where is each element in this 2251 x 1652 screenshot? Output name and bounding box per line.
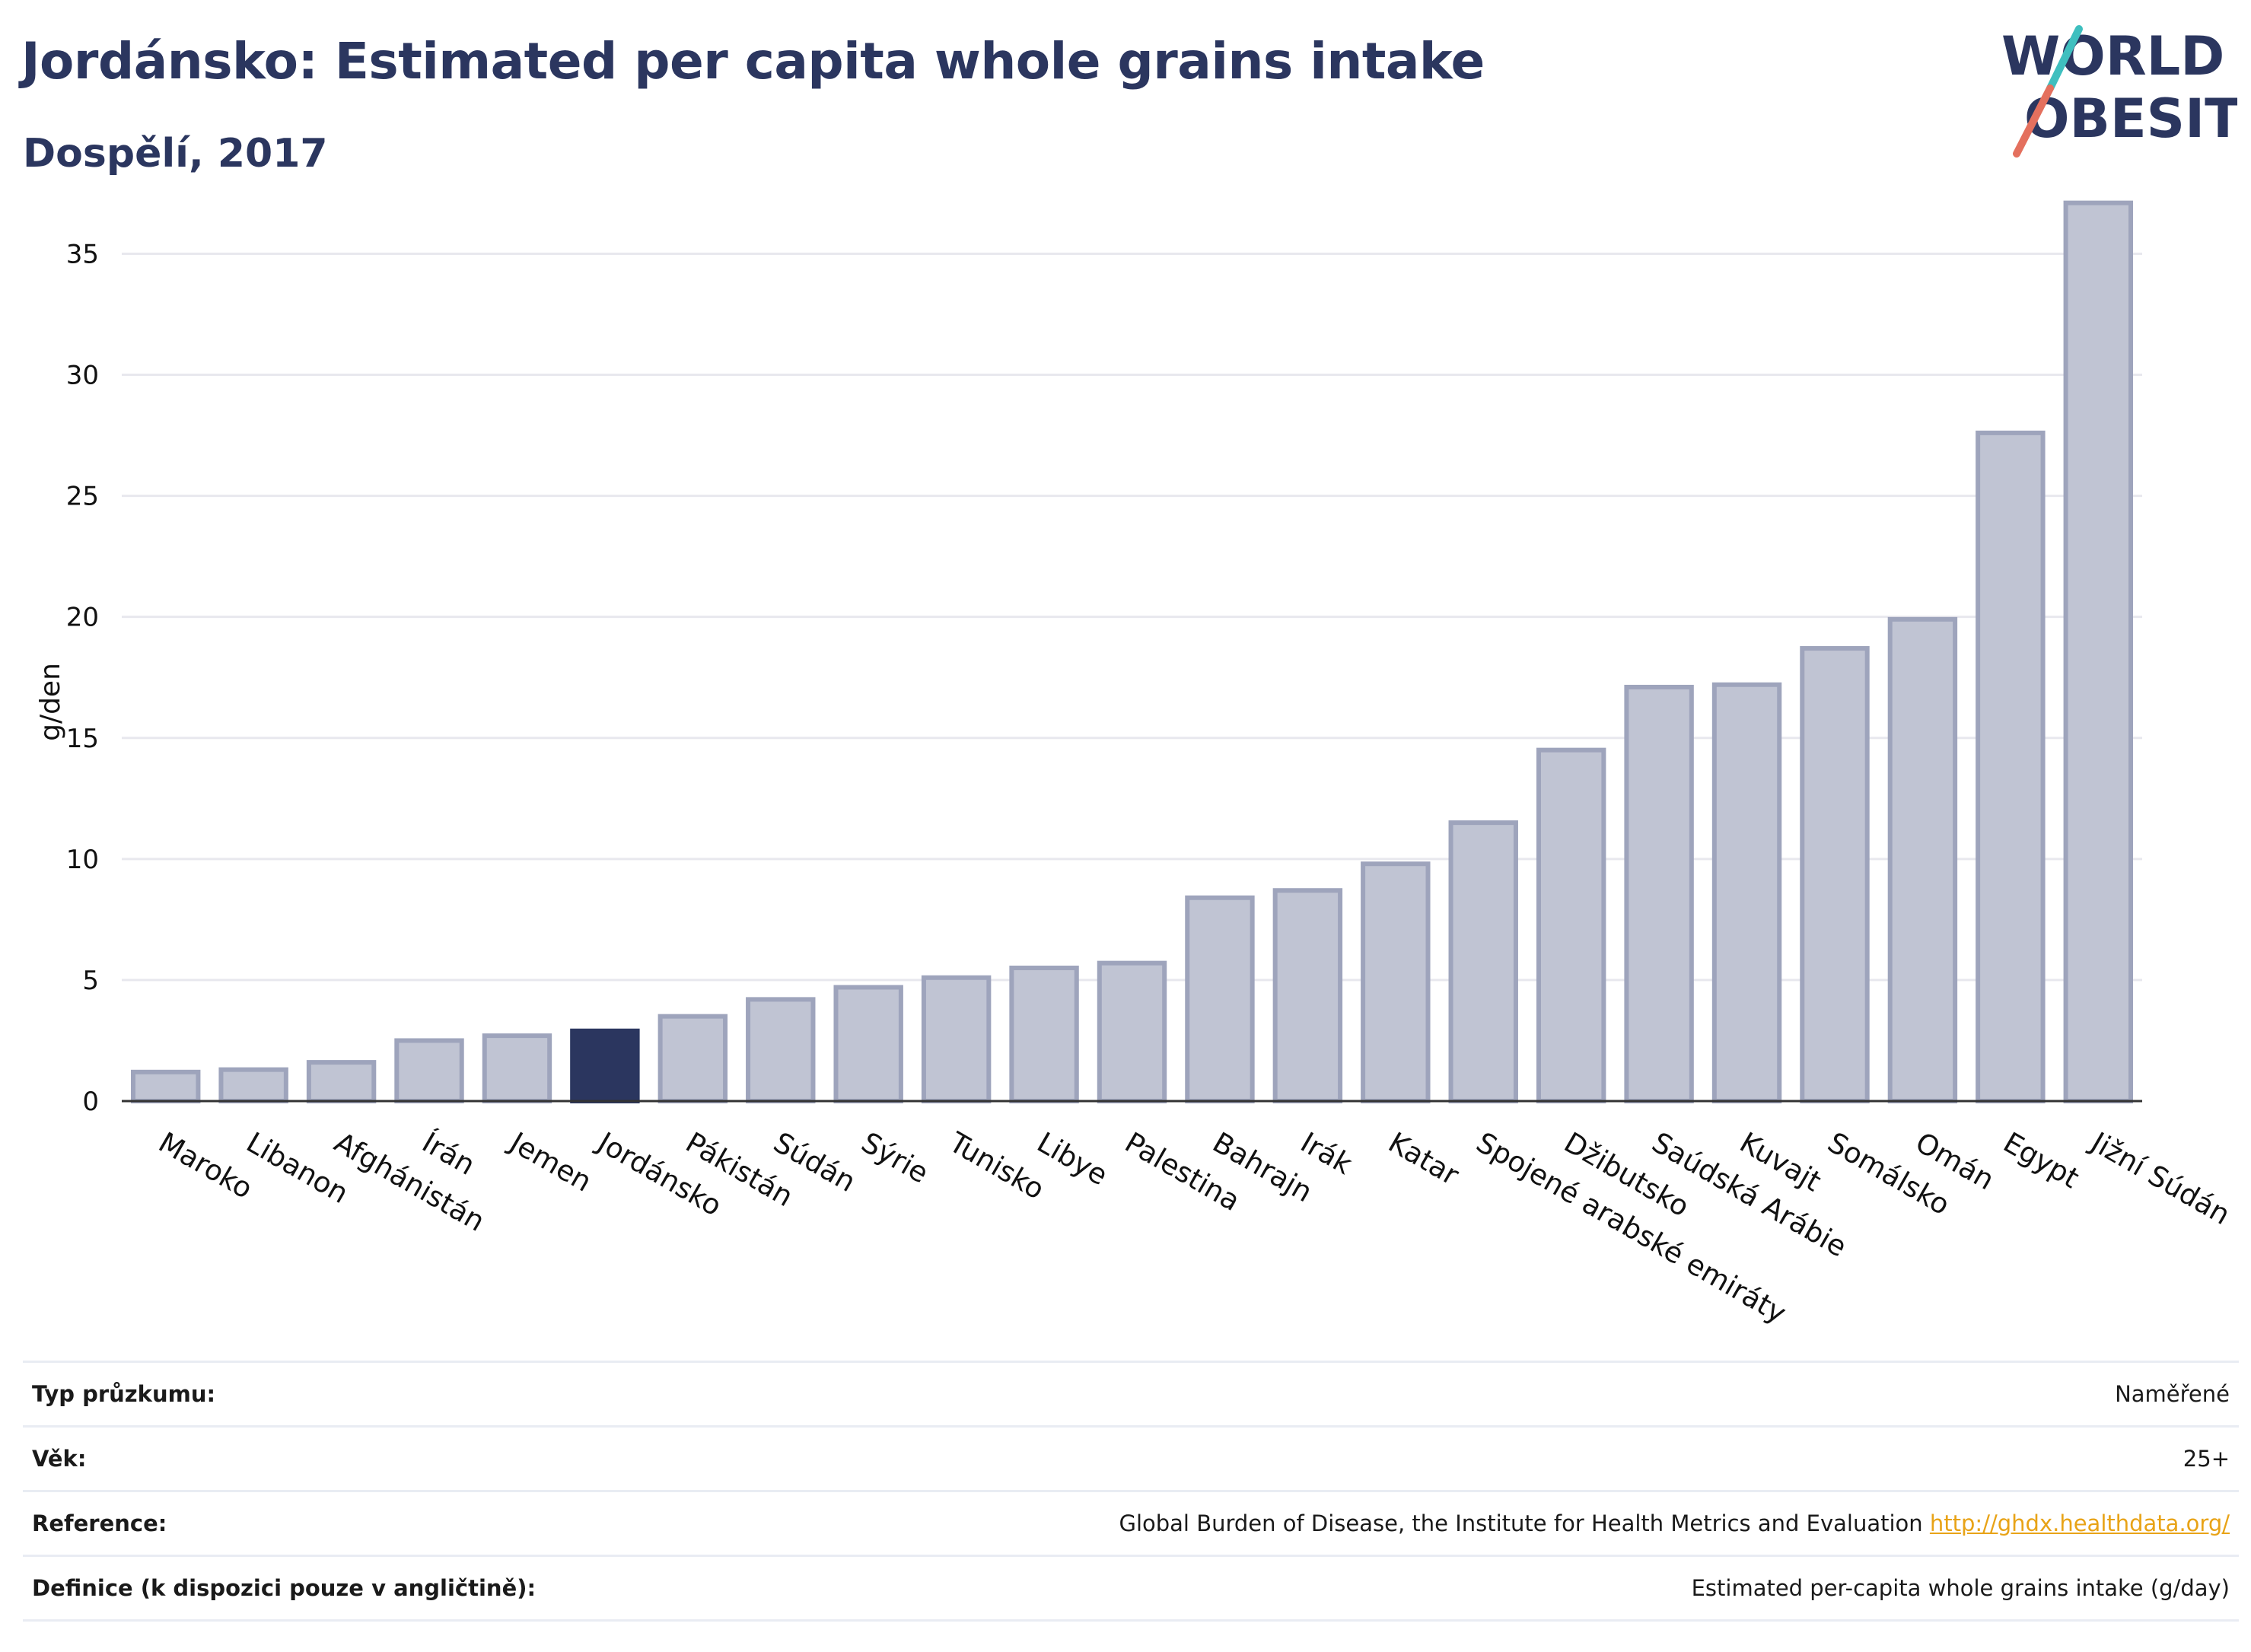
bar[interactable] [1887, 616, 1958, 1103]
bar[interactable] [746, 997, 816, 1103]
meta-row-reference: Reference: Global Burden of Disease, the… [23, 1490, 2239, 1556]
chart-subtitle: Dospělí, 2017 [23, 131, 328, 177]
x-tick-label: Egypt [1998, 1126, 2084, 1195]
bar[interactable] [833, 985, 903, 1104]
y-tick-label: 30 [66, 361, 99, 391]
logo-teal-stroke [2046, 25, 2083, 92]
bar[interactable] [1272, 888, 1343, 1103]
y-axis-ticks: 0 5 10 15 20 25 30 35 [66, 239, 99, 1117]
bar-chart: 0 5 10 15 20 25 30 35 MarokoLibanonAfghánistánÍ… [35, 200, 2236, 1330]
y-tick-label: 25 [66, 482, 99, 512]
metadata-table: Typ průzkumu: Naměřené Věk: 25+ Referenc… [23, 1361, 2239, 1622]
bar[interactable] [1009, 966, 1079, 1104]
reference-text: Global Burden of Disease, the Institute … [1119, 1510, 1923, 1536]
x-tick-label: Maroko [153, 1126, 258, 1205]
bar[interactable] [306, 1060, 377, 1103]
meta-value: Estimated per-capita whole grains intake… [723, 1555, 2239, 1622]
bar[interactable] [2063, 200, 2133, 1104]
meta-label: Typ průzkumu: [23, 1361, 724, 1427]
x-tick-label: Sýrie [856, 1126, 934, 1190]
bar[interactable] [1536, 747, 1606, 1104]
y-tick-label: 0 [82, 1087, 99, 1117]
bar[interactable] [1097, 960, 1167, 1104]
meta-row-definition: Definice (k dispozici pouze v angličtině… [23, 1555, 2239, 1622]
y-tick-label: 15 [66, 724, 99, 754]
y-tick-label: 5 [82, 966, 99, 996]
bar-highlighted[interactable] [570, 1028, 640, 1104]
logo-line-obesity: OBESITY [2024, 88, 2237, 150]
logo-coral-stroke [2013, 84, 2054, 158]
meta-row-survey-type: Typ průzkumu: Naměřené [23, 1361, 2239, 1427]
bar[interactable] [131, 1069, 201, 1103]
reference-link[interactable]: http://ghdx.healthdata.org/ [1929, 1510, 2230, 1536]
y-tick-label: 10 [66, 845, 99, 875]
bar[interactable] [394, 1038, 464, 1104]
bar[interactable] [657, 1014, 728, 1104]
logo-line-world: WORLD [2001, 25, 2224, 88]
bar[interactable] [1448, 820, 1518, 1103]
meta-row-age: Věk: 25+ [23, 1425, 2239, 1491]
bar[interactable] [921, 975, 992, 1104]
meta-label: Reference: [23, 1490, 724, 1556]
x-tick-label: Jemen [503, 1125, 597, 1198]
bar[interactable] [218, 1067, 288, 1104]
meta-value: 25+ [723, 1425, 2239, 1491]
bar[interactable] [1624, 684, 1694, 1103]
bar[interactable] [1800, 646, 1870, 1103]
y-axis-label: g/den [35, 663, 66, 741]
bar[interactable] [1185, 895, 1255, 1103]
x-tick-label: Tunisko [943, 1125, 1049, 1206]
chart-title: Jordánsko: Estimated per capita whole gr… [21, 32, 1485, 91]
meta-label: Definice (k dispozici pouze v angličtině… [23, 1555, 724, 1622]
meta-label: Věk: [23, 1425, 724, 1491]
y-tick-label: 35 [66, 239, 99, 269]
bar[interactable] [482, 1033, 552, 1104]
bar[interactable] [1976, 430, 2046, 1103]
x-tick-label: Katar [1383, 1126, 1465, 1192]
meta-value: Naměřené [723, 1361, 2239, 1427]
meta-value: Global Burden of Disease, the Institute … [723, 1490, 2239, 1556]
bars [131, 200, 2133, 1104]
x-tick-label: Jižní Súdán [2084, 1125, 2236, 1232]
bar[interactable] [1361, 861, 1431, 1104]
world-obesity-logo: WORLD OBESITY [2001, 25, 2237, 158]
bar[interactable] [1711, 682, 1782, 1103]
x-tick-label: Libanon [241, 1126, 354, 1211]
y-tick-label: 20 [66, 603, 99, 633]
